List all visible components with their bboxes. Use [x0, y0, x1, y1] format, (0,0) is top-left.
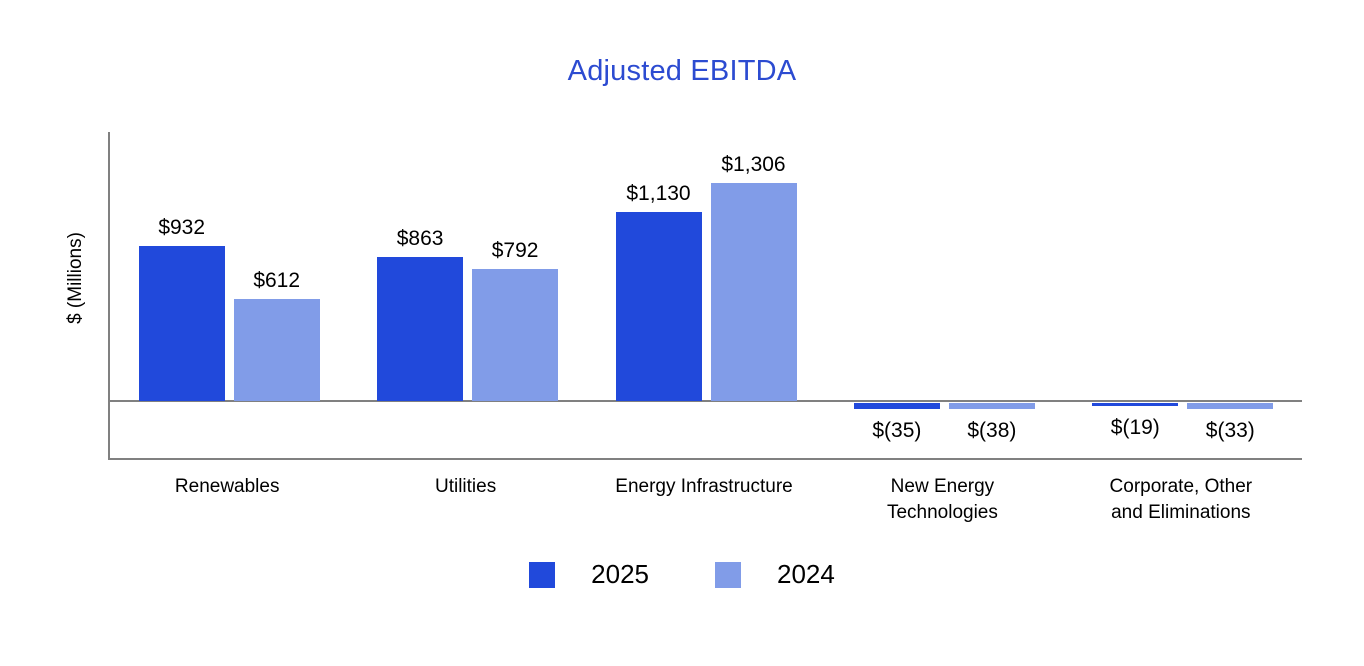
bar-2025-3 — [615, 212, 702, 401]
plot-area: $932 $863 $1,130 $(35) $(19) $612 $792 $1,306 $(… — [108, 132, 1302, 460]
chart-title: Adjusted EBITDA — [567, 55, 797, 87]
category-label-4: New Energy Technologies — [886, 476, 998, 523]
category-label-2: Utilities — [434, 476, 497, 497]
legend-swatch-2025 — [529, 561, 556, 588]
value-label-2024-1: $612 — [253, 268, 301, 292]
value-label-2024-2: $792 — [491, 238, 539, 262]
x-axis-zero-line — [110, 400, 1302, 402]
value-label-2024-4: $(38) — [967, 419, 1017, 443]
bar-2024-2 — [472, 268, 559, 401]
bar-2024-3 — [710, 183, 797, 401]
legend-item-2025: 2025 — [529, 559, 649, 590]
legend-label-2024: 2024 — [777, 559, 835, 589]
value-label-2025-4: $(35) — [872, 418, 922, 442]
value-label-2025-1: $932 — [158, 215, 206, 239]
category-label-1: Renewables — [174, 476, 280, 497]
category-labels: Renewables Utilities Energy Infrastructure… — [108, 474, 1300, 526]
bar-2024-1 — [233, 298, 320, 401]
bar-2025-2 — [377, 257, 464, 401]
category-label-3: Energy Infrastructure — [615, 476, 793, 497]
value-label-2025-5: $(19) — [1110, 416, 1160, 440]
bar-2025-5 — [1092, 403, 1179, 407]
bar-2025-1 — [138, 245, 225, 401]
legend: 2025 2024 — [0, 559, 1364, 590]
value-label-2025-2: $863 — [396, 227, 444, 251]
bar-2024-5 — [1187, 403, 1274, 409]
value-label-2024-5: $(33) — [1205, 418, 1255, 442]
category-label-5: Corporate, Other and Eliminations — [1109, 476, 1253, 523]
legend-item-2024: 2024 — [715, 559, 835, 590]
y-axis-label: $ (Millions) — [65, 232, 86, 324]
value-label-2025-3: $1,130 — [626, 182, 691, 206]
legend-label-2025: 2025 — [591, 559, 649, 589]
bar-2025-4 — [853, 403, 940, 409]
bar-2024-4 — [948, 403, 1035, 410]
value-label-2024-3: $1,306 — [721, 153, 786, 177]
legend-swatch-2024 — [715, 561, 741, 588]
